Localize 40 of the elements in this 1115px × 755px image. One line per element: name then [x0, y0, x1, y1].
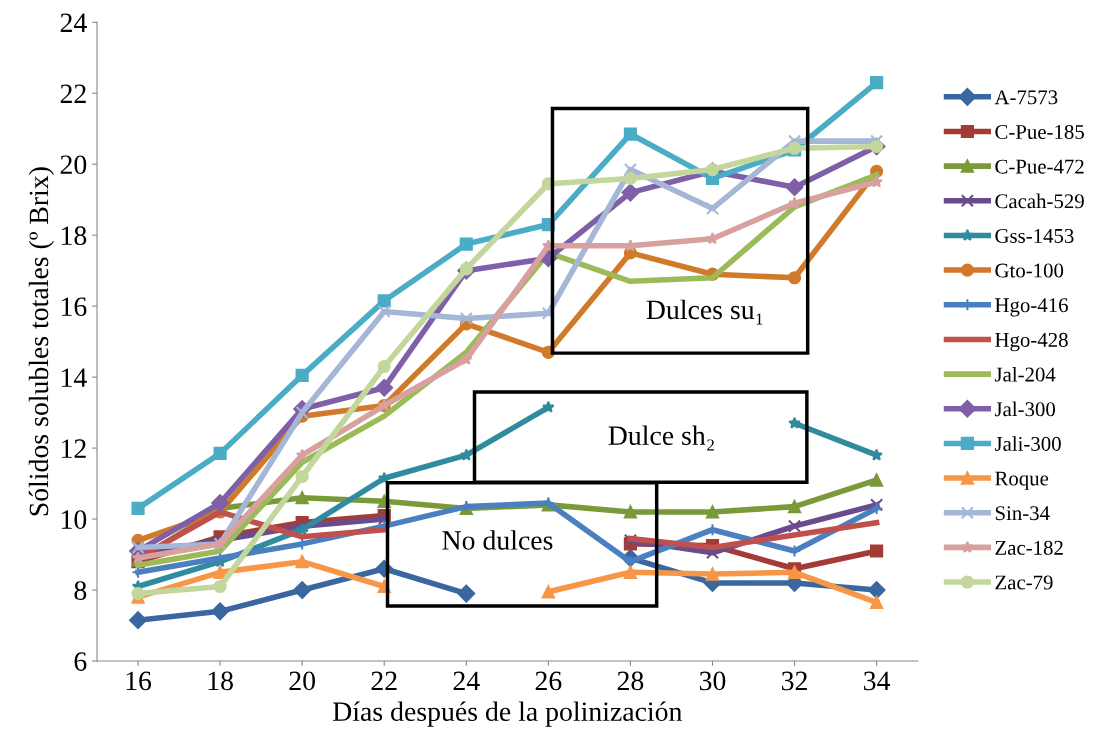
x-tick-label: 32	[781, 671, 807, 691]
annotation: Dulce sh₂	[608, 425, 714, 451]
x-tick-label: 20	[289, 671, 315, 691]
x-tick-label: 24	[453, 671, 480, 690]
legend-label: Jal-204	[994, 366, 1056, 382]
x-tick-label: 22	[371, 671, 397, 690]
y-tick-label: 24	[60, 13, 87, 32]
y-tick-label: 10	[61, 510, 87, 529]
annotation: Dulces su₁	[646, 299, 763, 325]
x-axis-title: Días después de la polinización	[333, 701, 682, 727]
legend-label: Sin-34	[995, 506, 1050, 521]
legend-label: Zac-182	[995, 540, 1063, 555]
y-axis-title: Sólidos solubles totales (º Brix)	[28, 167, 54, 516]
legend-label: Gto-100	[995, 263, 1064, 278]
legend-label: A-7573	[994, 90, 1058, 105]
y-tick-label: 6	[74, 652, 87, 671]
legend-label: Hgo-416	[995, 298, 1068, 317]
y-tick-label: 12	[61, 439, 86, 458]
y-tick-label: 18	[61, 226, 87, 246]
legend-label: Hgo-428	[995, 332, 1068, 352]
legend-label: Zac-79	[995, 575, 1053, 590]
x-tick-label: 28	[617, 671, 644, 691]
y-tick-label: 8	[74, 581, 87, 600]
y-tick-label: 14	[61, 368, 87, 387]
legend-label: Jali-300	[994, 436, 1061, 451]
x-tick-label: 34	[864, 671, 891, 691]
legend-label: C-Pue-472	[995, 159, 1084, 174]
x-tick-label: 26	[535, 671, 562, 691]
legend-label: Jal-300	[994, 401, 1056, 417]
y-tick-label: 22	[60, 84, 86, 103]
legend-label: Gss-1453	[995, 228, 1074, 243]
x-tick-label: 16	[126, 671, 152, 691]
x-tick-label: 30	[699, 671, 726, 691]
legend-label: Roque	[995, 471, 1049, 490]
legend-label: C-Pue-185	[995, 124, 1084, 139]
legend-label: Cacah-529	[995, 193, 1084, 209]
y-tick-label: 16	[61, 297, 87, 317]
x-tick-label: 18	[208, 671, 233, 691]
annotation: No dulces	[442, 530, 553, 550]
y-tick-label: 20	[60, 155, 87, 175]
